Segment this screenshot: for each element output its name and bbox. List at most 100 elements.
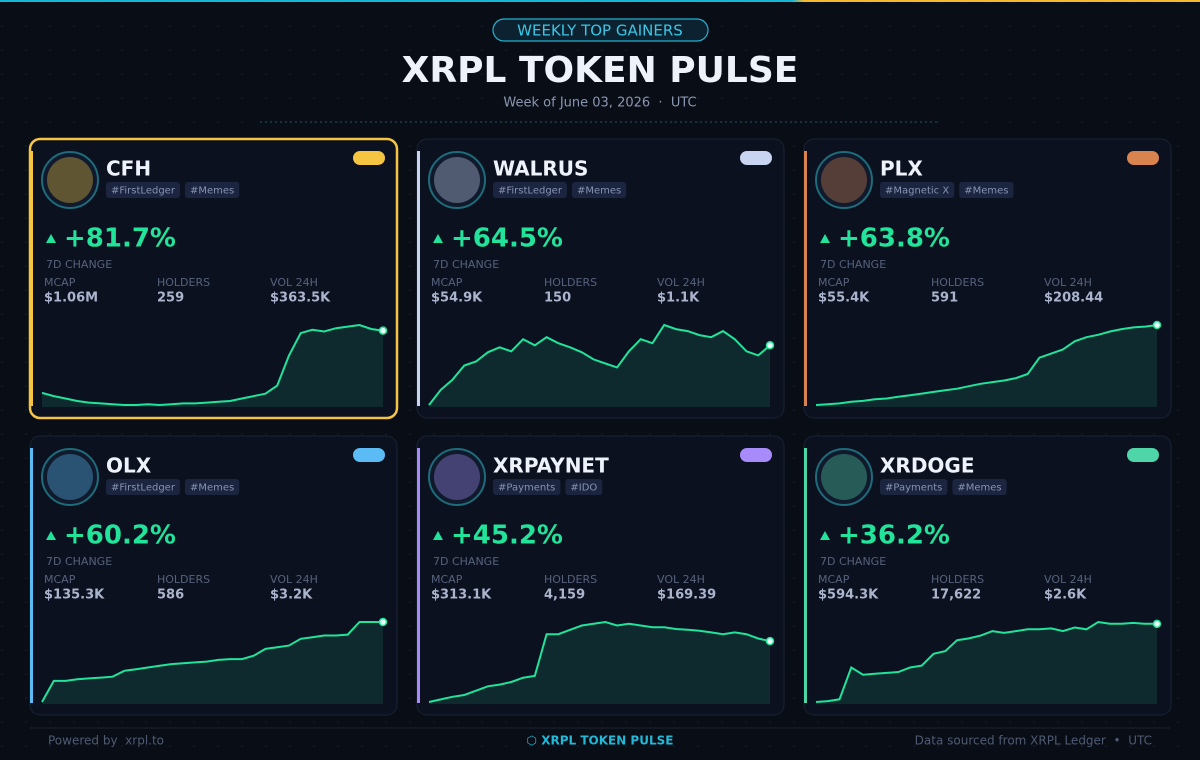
sparkline-end bbox=[378, 326, 388, 335]
sparkline-end bbox=[1152, 619, 1162, 629]
tag bbox=[184, 182, 240, 198]
tag bbox=[565, 479, 603, 495]
subtitle: Week of June 03, 2026 · UTC bbox=[503, 96, 696, 111]
avatar bbox=[815, 448, 873, 506]
stat-label: VOL 24H bbox=[1044, 276, 1092, 289]
tag bbox=[880, 182, 955, 198]
top-bar bbox=[0, 0, 1200, 2]
tag bbox=[880, 479, 948, 495]
stat-label: VOL 24H bbox=[657, 276, 705, 289]
accent-pill bbox=[353, 448, 385, 462]
tag-text: #Payments bbox=[885, 483, 942, 494]
accent-pill bbox=[1127, 151, 1159, 165]
token-card: XRPAYNET #Payments #IDO +45.2% 7D CHANGE MCAP… bbox=[416, 435, 785, 716]
change: +81.7% bbox=[64, 224, 176, 254]
token-card: XRDOGE #Payments #Memes +36.2% 7D CHANGE MCAP… bbox=[803, 435, 1172, 716]
sparkline bbox=[41, 621, 383, 703]
stat-value: $135.3K bbox=[44, 588, 105, 603]
stat-value: $363.5K bbox=[270, 291, 331, 306]
cards: CFH #FirstLedger #Memes +81.7% 7D CHANGE MCAP… bbox=[28, 137, 1172, 716]
tag bbox=[959, 182, 1014, 198]
tag-text: #FirstLedger bbox=[498, 186, 563, 197]
sparkline-area bbox=[42, 325, 383, 407]
token-name: PLX bbox=[880, 157, 923, 181]
stat-label: VOL 24H bbox=[1044, 573, 1092, 586]
stat-label: MCAP bbox=[818, 573, 850, 586]
avatar bbox=[815, 151, 873, 209]
token-card: WALRUS #FirstLedger #Memes +64.5% 7D CHANGE M… bbox=[416, 138, 785, 419]
stat-value: 591 bbox=[931, 291, 958, 306]
sparkline-area bbox=[429, 325, 770, 407]
accent-pill bbox=[353, 151, 385, 165]
sparkline-area bbox=[816, 622, 1157, 704]
footer-center: ⬡ XRPL TOKEN PULSE bbox=[527, 734, 674, 748]
stat-label: MCAP bbox=[44, 276, 76, 289]
stat-value: 4,159 bbox=[544, 588, 585, 603]
change: +60.2% bbox=[64, 521, 176, 551]
change-label: 7D CHANGE bbox=[46, 555, 112, 568]
avatar-inner bbox=[47, 157, 93, 203]
change: +45.2% bbox=[451, 521, 563, 551]
stat-value: $1.06M bbox=[44, 291, 98, 306]
sparkline-end bbox=[765, 636, 775, 646]
change-label: 7D CHANGE bbox=[433, 258, 499, 271]
tag-text: #Memes bbox=[190, 186, 234, 197]
stat-label: VOL 24H bbox=[270, 573, 318, 586]
stat-value: $208.44 bbox=[1044, 291, 1103, 306]
sparkline-area bbox=[42, 622, 383, 704]
accent-bar bbox=[417, 448, 420, 703]
stat-value: $594.3K bbox=[818, 588, 879, 603]
tag-text: #FirstLedger bbox=[111, 186, 176, 197]
badge-text: WEEKLY TOP GAINERS bbox=[517, 22, 683, 40]
change: +63.8% bbox=[838, 224, 950, 254]
stat-value: 259 bbox=[157, 291, 184, 306]
stat-label: MCAP bbox=[431, 573, 463, 586]
sparkline-end bbox=[765, 341, 775, 350]
change-label: 7D CHANGE bbox=[820, 258, 886, 271]
stat-label: MCAP bbox=[431, 276, 463, 289]
stat-label: VOL 24H bbox=[270, 276, 318, 289]
tag bbox=[952, 479, 1007, 495]
stat-label: HOLDERS bbox=[931, 573, 984, 586]
avatar-inner bbox=[434, 454, 480, 500]
token-card: CFH #FirstLedger #Memes +81.7% 7D CHANGE MCAP… bbox=[28, 137, 399, 420]
avatar bbox=[41, 448, 99, 506]
accent-bar bbox=[30, 151, 33, 406]
stat-value: $1.1K bbox=[657, 291, 700, 306]
sparkline bbox=[428, 323, 771, 406]
stat-value: $3.2K bbox=[270, 588, 313, 603]
up-arrow bbox=[46, 234, 56, 243]
token-name: WALRUS bbox=[493, 157, 588, 181]
avatar bbox=[428, 151, 486, 209]
avatar-inner bbox=[434, 157, 480, 203]
stat-value: 17,622 bbox=[931, 588, 981, 603]
stat-value: 586 bbox=[157, 588, 184, 603]
tag-text: #Magnetic X bbox=[885, 186, 949, 197]
stat-value: 150 bbox=[544, 291, 571, 306]
change-label: 7D CHANGE bbox=[433, 555, 499, 568]
sparkline-end bbox=[1152, 320, 1162, 330]
stat-label: HOLDERS bbox=[544, 276, 597, 289]
stat-label: HOLDERS bbox=[157, 573, 210, 586]
badge bbox=[492, 18, 709, 42]
avatar bbox=[428, 448, 486, 506]
sparkline bbox=[41, 323, 384, 407]
sparkline bbox=[815, 324, 1158, 406]
sparkline-area bbox=[429, 622, 770, 704]
stat-label: HOLDERS bbox=[157, 276, 210, 289]
up-arrow bbox=[433, 234, 443, 243]
sparkline bbox=[815, 620, 1157, 703]
token-card: PLX #Magnetic X #Memes +63.8% 7D CHANGE MCAP $… bbox=[803, 138, 1172, 419]
stat-label: MCAP bbox=[44, 573, 76, 586]
token-name: CFH bbox=[106, 157, 151, 181]
accent-bar bbox=[417, 151, 420, 406]
tag bbox=[493, 479, 561, 495]
tag-text: #Payments bbox=[498, 483, 555, 494]
accent-pill bbox=[740, 448, 772, 462]
stat-label: HOLDERS bbox=[544, 573, 597, 586]
tag bbox=[493, 182, 567, 198]
title: XRPL TOKEN PULSE bbox=[402, 50, 799, 91]
